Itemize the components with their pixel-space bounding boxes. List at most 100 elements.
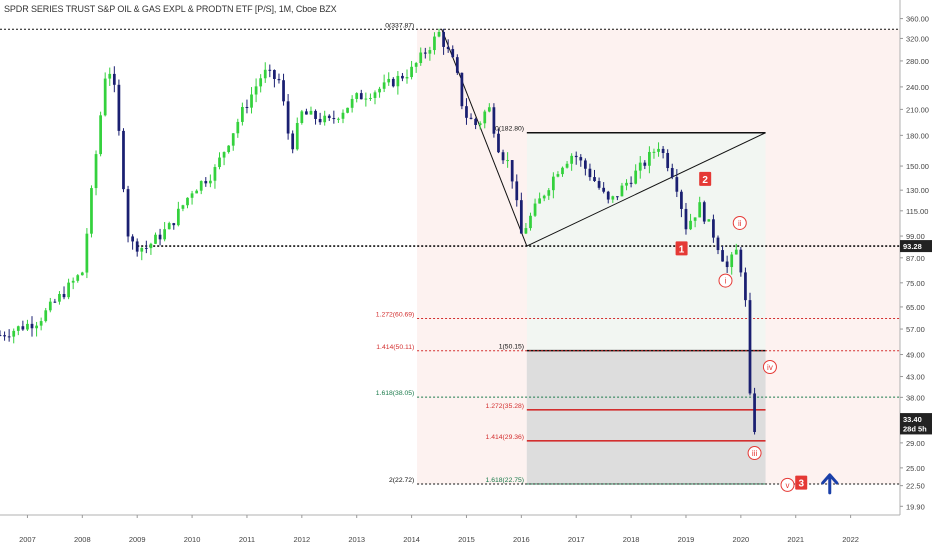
candle-body bbox=[167, 223, 171, 230]
x-tick-label: 2013 bbox=[348, 535, 365, 544]
y-tick-label: 115.00 bbox=[906, 207, 928, 216]
candle-body bbox=[48, 301, 52, 311]
time-axis[interactable]: 2007 2008 2009 2010 2011 2012 2013 2014 2015 2016… bbox=[0, 514, 900, 544]
x-tick-label: 2007 bbox=[19, 535, 36, 544]
candle-body bbox=[309, 110, 313, 115]
fib-label: 1.414(29.36) bbox=[486, 434, 525, 441]
candle-body bbox=[712, 219, 715, 238]
annotations: 0(337.87) 0(182.80) 1.272(60.69) 1.414(50.1… bbox=[376, 22, 839, 495]
candle-body bbox=[144, 247, 148, 249]
x-tick-label: 2016 bbox=[513, 535, 530, 544]
candle-body bbox=[350, 98, 354, 108]
candle-body bbox=[254, 86, 258, 95]
candle-body bbox=[620, 185, 624, 197]
candle-body bbox=[373, 92, 377, 98]
candle-body bbox=[126, 189, 130, 237]
candle-body bbox=[80, 272, 84, 276]
wave-box bbox=[699, 171, 712, 186]
candle-body bbox=[739, 249, 743, 273]
fib-label: 1.618(22.75) bbox=[486, 477, 525, 484]
candle-body bbox=[588, 168, 592, 178]
candle-body bbox=[71, 280, 75, 283]
fib-label: 1.618(38.05) bbox=[376, 390, 415, 397]
candle-body bbox=[218, 157, 221, 168]
candle-body bbox=[446, 46, 450, 50]
candle-body bbox=[565, 163, 569, 168]
candle-body bbox=[291, 133, 295, 150]
candle-body bbox=[213, 167, 217, 181]
wave-circle bbox=[780, 477, 795, 492]
candle-body bbox=[273, 70, 276, 79]
candle-body bbox=[90, 188, 93, 234]
candle-body bbox=[547, 190, 551, 196]
price-axis[interactable]: 19.9022.5025.0029.0033.0038.0043.0049.00… bbox=[899, 0, 932, 550]
candle-body bbox=[369, 97, 372, 99]
candle-body bbox=[465, 106, 468, 118]
x-tick-label: 2014 bbox=[403, 535, 420, 544]
x-tick-label: 2017 bbox=[568, 535, 585, 544]
candle-body bbox=[716, 237, 720, 251]
wave-label: ii bbox=[738, 219, 742, 228]
candle-body bbox=[327, 115, 331, 119]
candle-body bbox=[744, 272, 747, 301]
candle-body bbox=[181, 205, 185, 209]
candle-body bbox=[318, 118, 322, 123]
candle-body bbox=[7, 336, 11, 338]
wave-circle bbox=[732, 215, 747, 230]
wave-label: v bbox=[786, 481, 790, 490]
candle-body bbox=[460, 72, 464, 107]
candle-body bbox=[231, 133, 235, 146]
candle-body bbox=[428, 50, 432, 54]
candle-body bbox=[158, 234, 162, 240]
candle-body bbox=[199, 181, 203, 191]
fib-label: 0(182.80) bbox=[495, 126, 524, 133]
x-tick-label: 2012 bbox=[293, 535, 310, 544]
fib-label: 1(50.15) bbox=[499, 344, 524, 351]
candle-body bbox=[501, 152, 505, 161]
candle-body bbox=[391, 78, 395, 87]
candle-body bbox=[652, 151, 656, 153]
candle-body bbox=[176, 208, 180, 226]
candle-body bbox=[39, 321, 43, 326]
candle-body bbox=[529, 215, 532, 229]
x-tick-label: 2019 bbox=[678, 535, 695, 544]
candle-body bbox=[227, 145, 231, 153]
candle-body bbox=[698, 202, 702, 218]
candle-body bbox=[67, 282, 70, 298]
candle-body bbox=[419, 52, 423, 64]
candle-body bbox=[657, 148, 660, 152]
x-tick-label: 2010 bbox=[184, 535, 201, 544]
candle-body bbox=[355, 93, 359, 99]
y-tick-label: 87.00 bbox=[906, 254, 925, 263]
candle-body bbox=[693, 217, 697, 221]
candle-body bbox=[0, 335, 2, 337]
y-tick-label: 22.50 bbox=[906, 482, 925, 491]
x-tick-label: 2009 bbox=[129, 535, 146, 544]
candle-body bbox=[108, 73, 112, 79]
candle-body bbox=[410, 66, 413, 78]
candle-body bbox=[268, 69, 272, 71]
candle-body bbox=[58, 294, 61, 302]
candle-body bbox=[506, 160, 509, 162]
candle-body bbox=[638, 162, 642, 171]
candle-body bbox=[396, 75, 400, 87]
candle-body bbox=[483, 111, 487, 124]
y-tick-label: 280.00 bbox=[906, 57, 929, 66]
candle-body bbox=[542, 195, 546, 199]
candle-body bbox=[131, 236, 134, 242]
price-tag bbox=[900, 413, 932, 426]
candle-body bbox=[76, 275, 80, 281]
candle-body bbox=[648, 151, 651, 166]
candle-body bbox=[35, 325, 38, 329]
candle-body bbox=[670, 168, 674, 178]
price-tag bbox=[900, 422, 932, 435]
candle-body bbox=[515, 181, 519, 201]
candle-body bbox=[277, 78, 281, 81]
candle-body bbox=[99, 115, 102, 155]
candle-body bbox=[245, 106, 249, 108]
candle-body bbox=[172, 223, 176, 226]
candle-body bbox=[323, 115, 327, 123]
y-tick-label: 57.00 bbox=[906, 325, 925, 334]
